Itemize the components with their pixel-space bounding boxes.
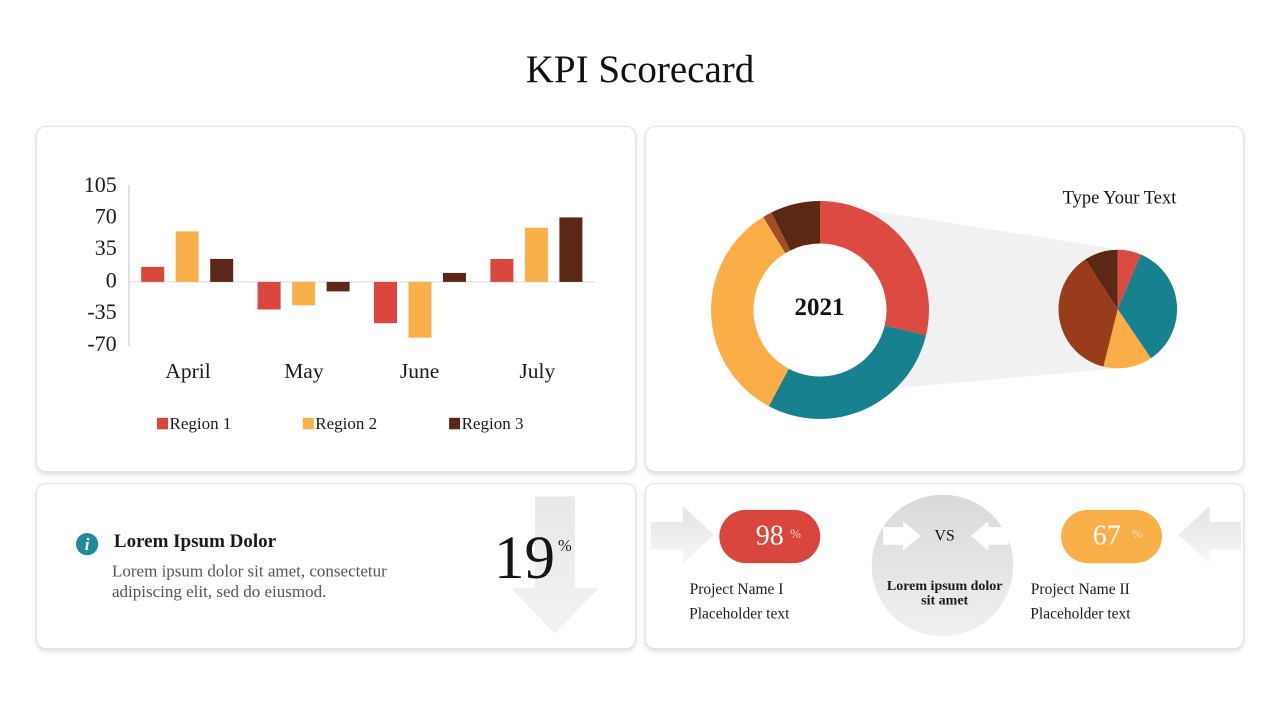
svg-text:%: % bbox=[558, 536, 572, 555]
svg-text:-70: -70 bbox=[87, 331, 116, 356]
svg-text:Region 3: Region 3 bbox=[462, 414, 524, 433]
svg-text:-35: -35 bbox=[87, 299, 116, 324]
svg-text:June: June bbox=[400, 359, 439, 383]
svg-text:%: % bbox=[1132, 526, 1143, 541]
svg-text:adipiscing elit, sed do eiusmo: adipiscing elit, sed do eiusmod. bbox=[112, 582, 326, 601]
svg-text:35: 35 bbox=[95, 235, 117, 260]
svg-text:19: 19 bbox=[494, 525, 555, 592]
svg-text:April: April bbox=[165, 359, 210, 383]
svg-text:70: 70 bbox=[95, 204, 117, 229]
svg-text:sit amet: sit amet bbox=[921, 594, 968, 609]
svg-text:i: i bbox=[85, 535, 90, 554]
svg-text:105: 105 bbox=[84, 172, 117, 197]
svg-text:Region 1: Region 1 bbox=[170, 414, 232, 433]
svg-text:July: July bbox=[519, 359, 555, 383]
svg-text:Type Your Text: Type Your Text bbox=[1063, 189, 1178, 209]
svg-text:May: May bbox=[284, 359, 324, 383]
svg-text:Project Name II: Project Name II bbox=[1031, 581, 1130, 598]
svg-text:%: % bbox=[790, 526, 801, 541]
svg-text:Region 2: Region 2 bbox=[315, 414, 377, 433]
svg-text:0: 0 bbox=[106, 267, 117, 292]
svg-text:67: 67 bbox=[1093, 520, 1121, 551]
svg-text:VS: VS bbox=[934, 527, 954, 544]
svg-text:98: 98 bbox=[756, 520, 784, 551]
svg-text:2021: 2021 bbox=[795, 294, 845, 321]
svg-text:Lorem ipsum dolor sit amet, co: Lorem ipsum dolor sit amet, consectetur bbox=[112, 562, 387, 581]
svg-text:Lorem Ipsum Dolor: Lorem Ipsum Dolor bbox=[114, 531, 277, 552]
svg-text:Placeholder text: Placeholder text bbox=[1030, 606, 1131, 623]
svg-text:Placeholder text: Placeholder text bbox=[689, 606, 790, 623]
svg-text:Project Name I: Project Name I bbox=[690, 581, 784, 598]
svg-text:Lorem ipsum dolor: Lorem ipsum dolor bbox=[887, 579, 1003, 594]
